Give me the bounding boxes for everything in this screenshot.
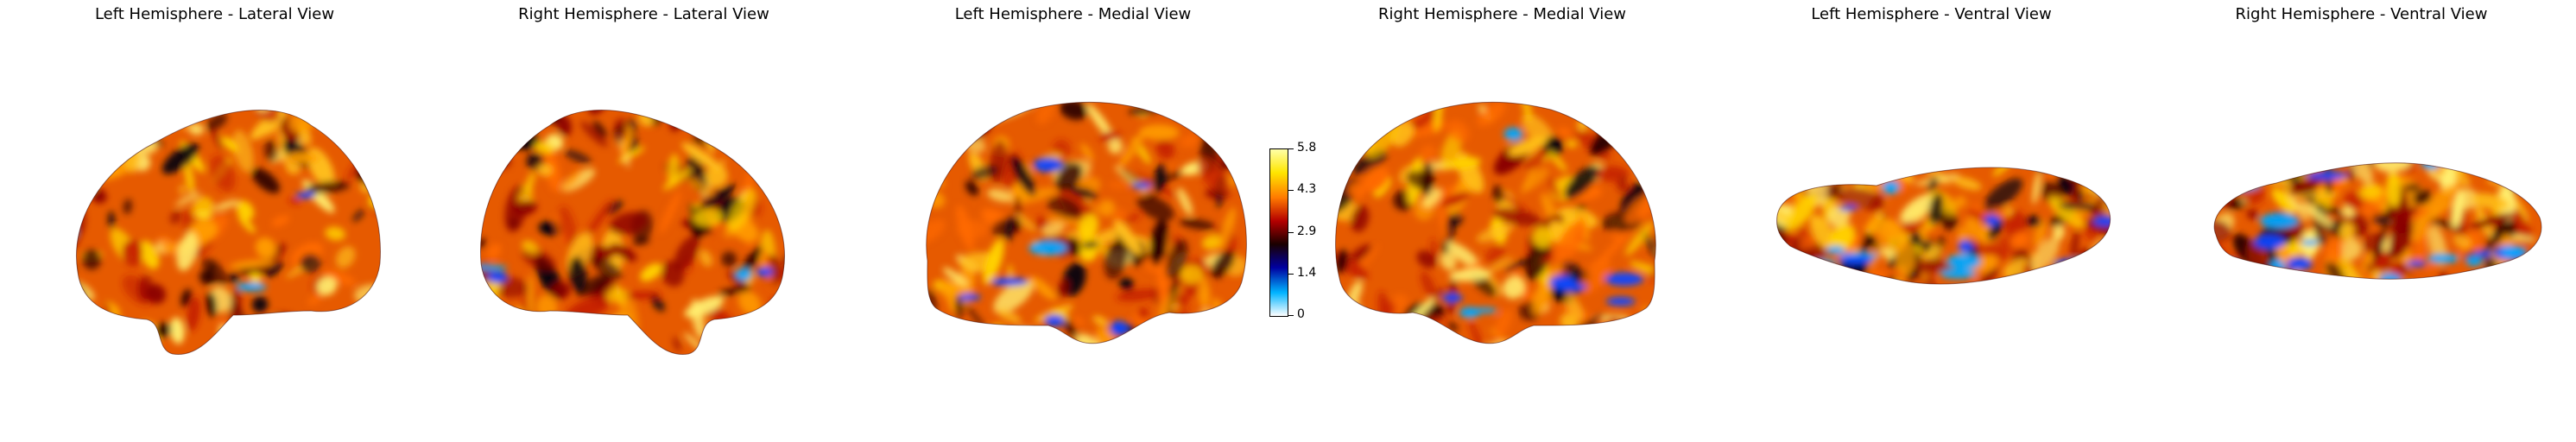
brain-surface-rendering: [76, 110, 381, 355]
panel-6: Right Hemisphere - Ventral View: [2147, 0, 2576, 442]
colorbar-tick-label: 0: [1297, 307, 1305, 321]
panel-4: Right Hemisphere - Medial View: [1288, 0, 1717, 442]
panel-title: Right Hemisphere - Lateral View: [518, 5, 769, 23]
panel-title: Left Hemisphere - Medial View: [954, 5, 1192, 23]
colorbar-tick-mark: [1288, 315, 1294, 316]
panel-title: Right Hemisphere - Medial View: [1377, 5, 1627, 23]
colorbar-tick-mark: [1288, 148, 1294, 149]
panel-title: Left Hemisphere - Lateral View: [94, 5, 335, 23]
brain-surface-rendering: [1335, 102, 1656, 344]
brain-surface-rendering: [1776, 167, 2111, 285]
colorbar-tick-label: 1.4: [1297, 265, 1317, 280]
panel-title: Left Hemisphere - Ventral View: [1811, 5, 2052, 23]
colorbar-tick-label: 4.3: [1297, 182, 1317, 197]
colorbar-tick-mark: [1288, 231, 1294, 233]
brain-surface-rendering: [926, 102, 1247, 344]
panel-title: Right Hemisphere - Ventral View: [2235, 5, 2488, 23]
panel-1: Left Hemisphere - Lateral View: [0, 0, 429, 442]
brain-surface-rendering: [2213, 162, 2542, 280]
colorbar-tick-label: 2.9: [1297, 224, 1317, 238]
brain-surface-rendering: [480, 110, 785, 355]
colorbar-tick-label: 5.8: [1297, 141, 1317, 155]
panel-2: Right Hemisphere - Lateral View: [429, 0, 858, 442]
colorbar: [1269, 148, 1288, 317]
panel-5: Left Hemisphere - Ventral View: [1717, 0, 2146, 442]
colorbar-tick-mark: [1288, 190, 1294, 192]
colorbar-tick-mark: [1288, 273, 1294, 275]
panel-3: Left Hemisphere - Medial View: [858, 0, 1288, 442]
